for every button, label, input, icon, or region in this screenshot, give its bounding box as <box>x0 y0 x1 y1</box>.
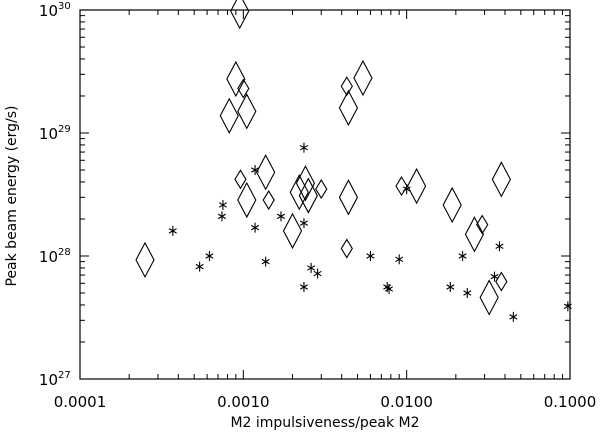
diamond-marker <box>282 212 303 250</box>
diamond-marker <box>476 214 489 235</box>
diamond-marker <box>237 93 257 130</box>
diamond-marker <box>442 186 462 224</box>
y-tick-exponent: 29 <box>58 124 71 135</box>
x-tick-label: 0.1000 <box>544 393 597 411</box>
asterisk-marker <box>402 184 411 195</box>
asterisk-marker <box>366 251 375 261</box>
diamond-marker <box>338 179 359 216</box>
axis-ticks <box>79 9 571 380</box>
diamond-marker <box>295 165 316 202</box>
asterisk-marker <box>563 301 572 312</box>
x-axis-title: M2 impulsiveness/peak M2 <box>230 415 419 431</box>
y-tick-label: 10 <box>39 2 58 20</box>
asterisk-marker <box>261 256 270 267</box>
asterisk-marker <box>385 283 394 294</box>
x-tick-label: 0.0001 <box>54 393 107 411</box>
diamond-marker <box>219 97 239 134</box>
asterisk-marker <box>299 281 308 292</box>
asterisk-marker <box>495 241 504 252</box>
asterisk-marker <box>509 311 518 322</box>
data-points <box>135 0 572 322</box>
diamond-marker <box>289 174 309 211</box>
diamond-marker <box>237 78 250 99</box>
diamond-marker <box>340 238 353 259</box>
asterisk-marker <box>218 199 227 210</box>
asterisk-marker <box>299 142 308 153</box>
y-tick-exponent: 27 <box>58 370 71 381</box>
y-tick-exponent: 28 <box>58 247 71 258</box>
asterisk-marker <box>217 211 227 222</box>
diamond-marker <box>353 59 373 97</box>
y-tick-exponent: 30 <box>58 1 71 12</box>
diamond-marker <box>298 177 318 214</box>
x-tick-label: 0.0100 <box>380 393 433 411</box>
diamond-marker <box>135 241 155 279</box>
y-tick-label: 10 <box>39 371 58 389</box>
diamond-marker <box>262 189 275 211</box>
y-axis-title: Peak beam energy (erg/s) <box>4 105 20 286</box>
diamond-marker <box>491 161 511 198</box>
asterisk-marker <box>251 165 260 176</box>
diamond-marker <box>237 181 257 219</box>
asterisk-marker <box>395 254 404 265</box>
asterisk-marker <box>458 251 467 261</box>
x-tick-labels: 0.0001 0.0010 0.0100 0.1000 <box>54 393 597 411</box>
asterisk-marker <box>168 225 177 236</box>
diamond-marker <box>464 216 485 253</box>
diamond-marker <box>406 167 427 205</box>
diamond-marker <box>230 0 250 30</box>
asterisk-marker <box>195 261 204 272</box>
asterisk-marker <box>307 262 316 273</box>
diamond-marker <box>315 179 328 200</box>
asterisk-marker <box>251 222 260 233</box>
diamond-marker <box>256 154 276 191</box>
diamond-marker <box>338 89 359 127</box>
diamond-marker <box>226 60 246 98</box>
diamond-marker <box>340 76 353 97</box>
y-tick-label: 10 <box>39 125 58 143</box>
diamond-marker <box>395 176 408 197</box>
asterisk-marker <box>205 251 214 261</box>
asterisk-marker <box>446 281 455 292</box>
asterisk-marker <box>490 271 499 282</box>
asterisk-marker <box>463 288 472 299</box>
y-tick-label: 10 <box>39 248 58 266</box>
asterisk-marker <box>276 211 286 222</box>
asterisk-marker <box>313 268 322 279</box>
plot-frame <box>79 9 571 380</box>
diamond-marker <box>234 169 247 190</box>
asterisk-marker <box>299 218 308 229</box>
x-tick-label: 0.0010 <box>217 393 270 411</box>
diamond-marker <box>479 279 499 316</box>
